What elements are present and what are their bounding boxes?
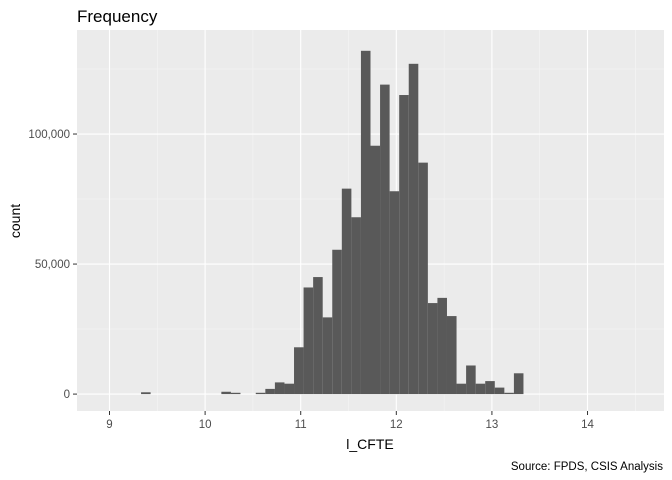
histogram-bar (466, 365, 476, 395)
histogram-bar (389, 191, 400, 395)
chart-title: Frequency (77, 7, 158, 26)
histogram-bar (380, 84, 390, 395)
histogram-bar (341, 188, 352, 395)
histogram-bar (360, 50, 371, 395)
y-axis: 0 50,000 100,000 (28, 129, 77, 401)
histogram-bar (294, 347, 304, 395)
histogram-bar (284, 383, 295, 395)
histogram-bar (351, 217, 361, 395)
histogram-bar (475, 383, 486, 395)
histogram-bar (265, 388, 275, 395)
y-tick-label: 50,000 (35, 259, 70, 271)
x-tick-label: 12 (390, 419, 403, 431)
histogram-bar (230, 392, 241, 395)
histogram-bar (456, 383, 467, 395)
histogram-bar (446, 316, 457, 395)
histogram-bar (332, 249, 342, 395)
y-tick-label: 0 (64, 389, 70, 401)
histogram-bar (303, 287, 314, 395)
y-axis-title: count (7, 204, 23, 238)
x-tick-label: 9 (106, 419, 112, 431)
x-tick-label: 14 (581, 419, 594, 431)
histogram-bar (313, 277, 323, 395)
histogram-bar (370, 145, 381, 395)
histogram-bar (274, 382, 285, 395)
histogram-bar (504, 392, 514, 395)
x-axis: 9 10 11 12 13 14 (106, 411, 595, 431)
histogram-bar (437, 297, 447, 395)
chart-caption: Source: FPDS, CSIS Analysis (511, 461, 663, 473)
x-tick-label: 13 (486, 419, 499, 431)
histogram-bar (399, 95, 409, 395)
histogram-bar (255, 392, 266, 395)
major-gridlines (77, 30, 664, 411)
y-tick-label: 100,000 (28, 129, 70, 141)
histogram-bar (221, 391, 231, 395)
x-tick-label: 11 (295, 419, 307, 431)
histogram-bar (427, 303, 438, 395)
histogram-bar (485, 381, 495, 395)
histogram-bars (141, 50, 524, 395)
x-axis-title: l_CFTE (346, 436, 393, 452)
histogram-bar (408, 63, 419, 395)
histogram-bar (418, 162, 428, 395)
histogram-bar (141, 392, 151, 395)
histogram-bar (322, 317, 333, 395)
histogram-bar (513, 373, 524, 395)
x-tick-label: 10 (199, 419, 212, 431)
histogram-bar (494, 387, 505, 395)
